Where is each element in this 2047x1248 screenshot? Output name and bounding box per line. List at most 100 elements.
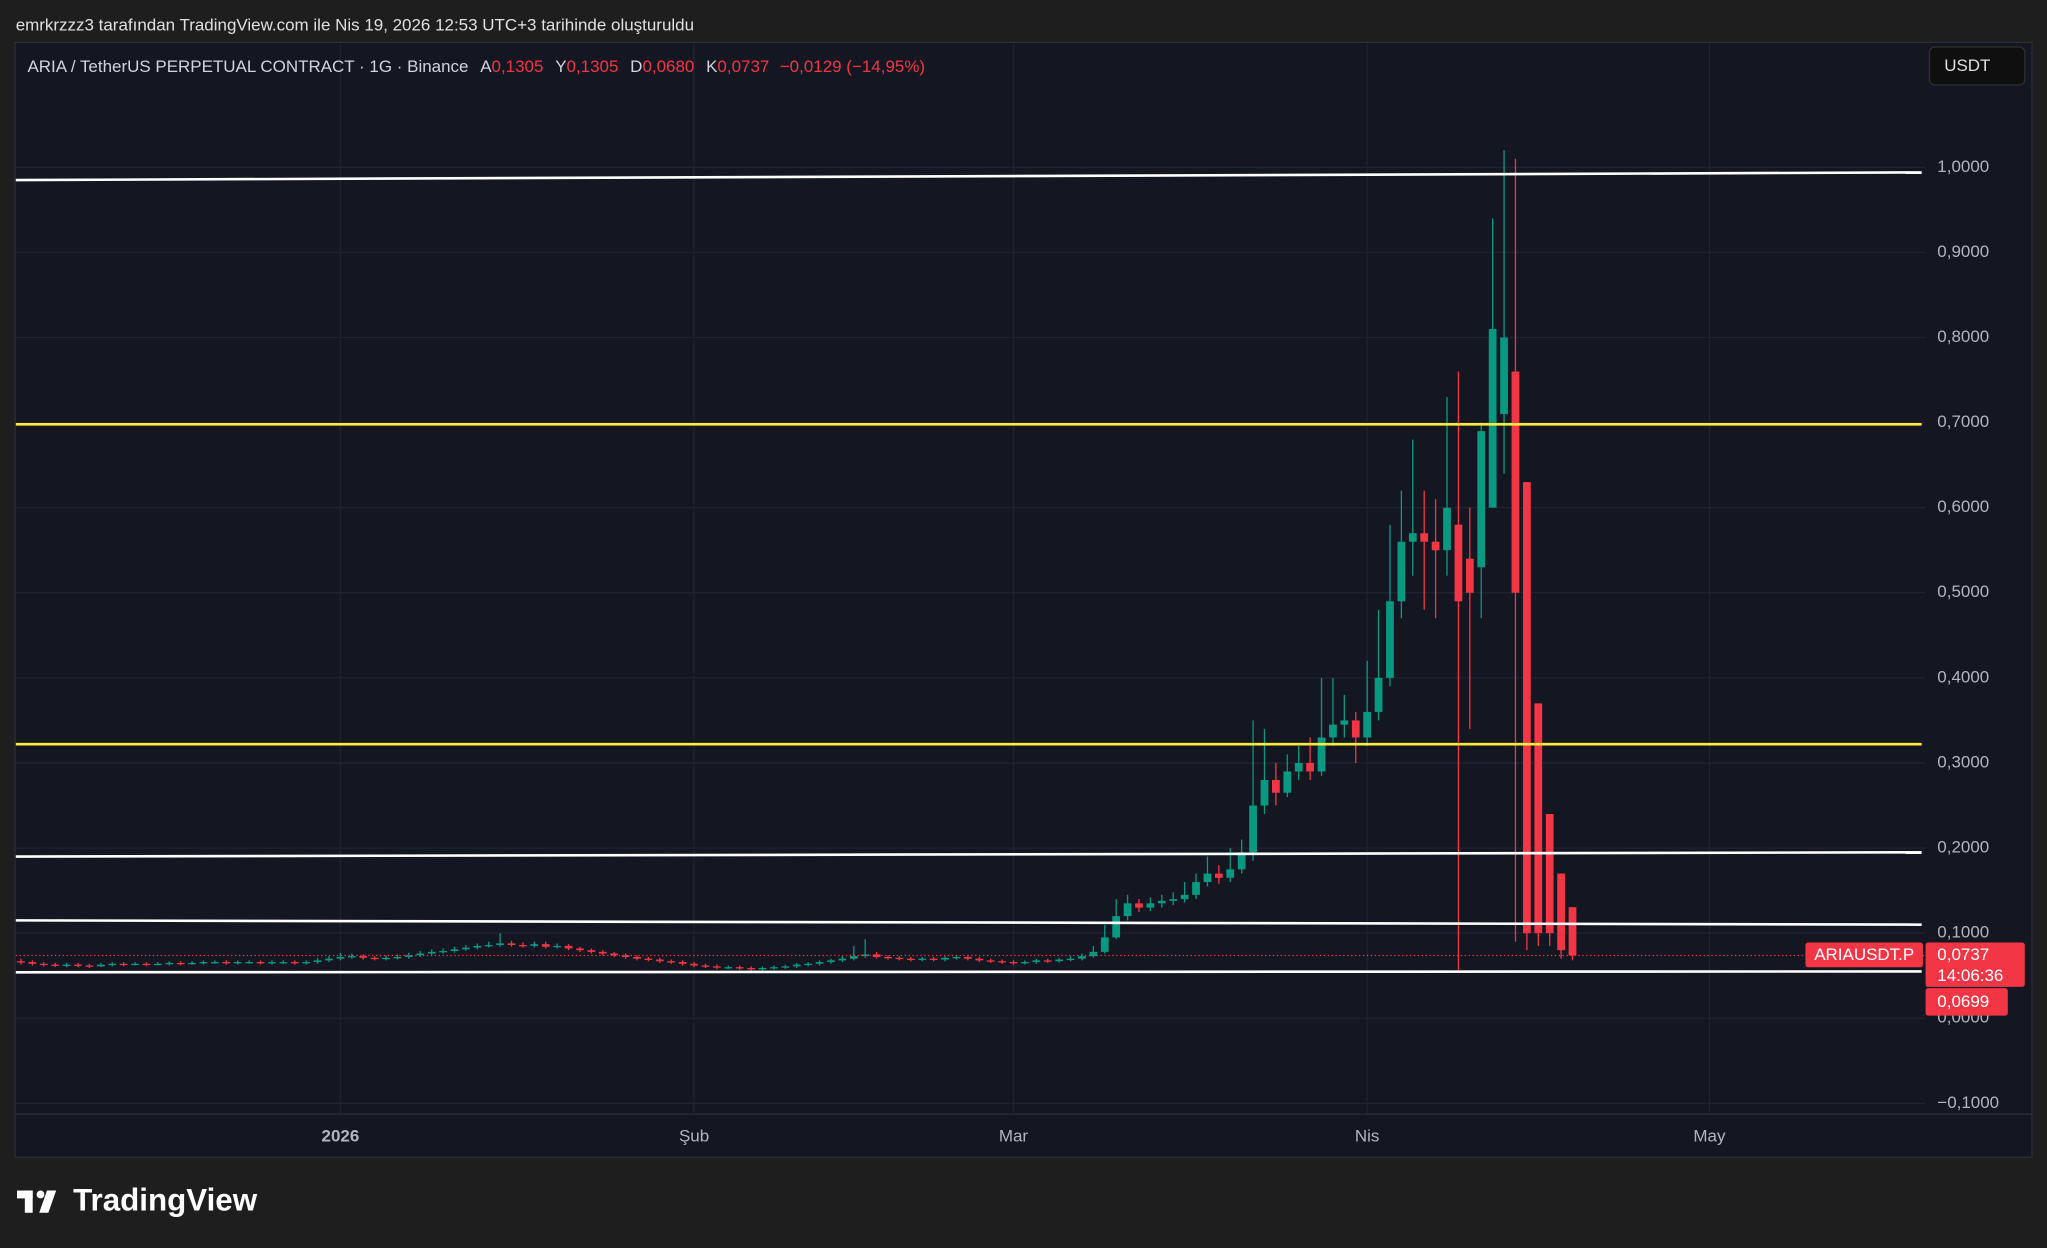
- candle-body: [1078, 956, 1086, 959]
- created-by: emrkrzzz3 tarafından TradingView.com ile…: [16, 16, 694, 35]
- candle-body: [199, 962, 208, 964]
- candle-body: [564, 945, 573, 949]
- candle-body: [1032, 960, 1041, 963]
- candle-body: [211, 962, 219, 964]
- candle-body: [1249, 805, 1257, 853]
- candle-body: [496, 943, 504, 946]
- logo-text: TradingView: [73, 1183, 258, 1218]
- candle-body: [96, 964, 105, 967]
- candle-body: [952, 956, 961, 959]
- candle-body: [279, 962, 288, 964]
- y-tick-label: −0,1000: [1937, 1093, 1999, 1112]
- candle-body: [268, 962, 276, 964]
- candle-body: [74, 964, 82, 966]
- x-tick-label: Mar: [999, 1127, 1029, 1146]
- candle-body: [906, 958, 915, 960]
- candle-body: [1363, 711, 1372, 738]
- currency-button[interactable]: [1928, 46, 2026, 86]
- candle-body: [770, 967, 778, 969]
- candle-body: [1534, 703, 1543, 934]
- candle-body: [17, 961, 25, 963]
- candle-body: [644, 958, 653, 960]
- candle-body: [781, 966, 790, 968]
- candle-body: [62, 964, 71, 966]
- symbol-badge: [1805, 942, 1923, 968]
- candle-body: [667, 961, 676, 963]
- candle-body: [690, 963, 698, 966]
- candle-body: [1021, 962, 1029, 964]
- candle-body: [336, 956, 345, 959]
- legend-key: K: [706, 57, 718, 76]
- candle-body: [188, 962, 196, 965]
- candle-body: [519, 945, 527, 947]
- candle-body: [1009, 962, 1018, 964]
- candle-body: [553, 945, 562, 948]
- candle-body: [393, 956, 402, 959]
- candle-body: [302, 962, 311, 964]
- logo-icon: [17, 1190, 57, 1213]
- candle-body: [370, 957, 379, 960]
- last-price-label: 0,0737: [1937, 945, 1989, 964]
- candle-body: [1374, 677, 1383, 712]
- candle-body: [1443, 507, 1451, 551]
- candle-body: [929, 958, 938, 960]
- candle-body: [1089, 951, 1098, 957]
- candle-body: [815, 962, 824, 964]
- legend-value: 0,0737: [717, 57, 769, 76]
- axes: −0,10000,00000,10000,20000,30000,40000,5…: [322, 157, 2025, 1146]
- plot: [15, 150, 1926, 974]
- trend-line: [15, 851, 1922, 858]
- candle-body: [747, 968, 755, 970]
- candle-body: [986, 960, 995, 962]
- candle-body: [918, 958, 927, 960]
- candle-body: [724, 967, 733, 969]
- trend-line: [15, 970, 1922, 974]
- candle-body: [325, 958, 333, 961]
- candle-body: [1237, 852, 1246, 870]
- candle-body: [1294, 762, 1303, 772]
- y-tick-label: 0,4000: [1937, 667, 1989, 686]
- candle-body: [462, 947, 470, 950]
- legend-key: D: [630, 57, 642, 76]
- candle-body: [610, 953, 619, 956]
- candle-body: [1545, 814, 1554, 934]
- candle-body: [119, 963, 128, 966]
- candle-body: [245, 962, 253, 964]
- candle-body: [1146, 903, 1155, 908]
- candle-body: [507, 943, 516, 946]
- candle-body: [1135, 903, 1143, 908]
- candle-body: [758, 968, 767, 970]
- candle-body: [1465, 558, 1474, 593]
- candle-body: [256, 962, 265, 964]
- candle-body: [998, 961, 1006, 963]
- countdown: 14:06:36: [1937, 966, 2003, 985]
- y-tick-label: 0,6000: [1937, 497, 1989, 516]
- candle-body: [1511, 371, 1520, 593]
- candle-body: [576, 948, 584, 951]
- candle-body: [941, 957, 949, 960]
- candle-body: [735, 967, 744, 969]
- y-tick-label: 0,5000: [1937, 582, 1989, 601]
- candle-body: [1214, 873, 1223, 878]
- y-tick-label: 0,3000: [1937, 752, 1989, 771]
- x-tick-label: 2026: [322, 1127, 360, 1146]
- candle-body: [1408, 533, 1417, 542]
- candle-body: [85, 965, 94, 967]
- legend-value: 0,0680: [642, 57, 694, 76]
- candle-body: [51, 964, 60, 966]
- candle-body: [313, 960, 322, 963]
- candle-body: [1329, 724, 1337, 738]
- x-tick-label: Nis: [1355, 1127, 1380, 1146]
- currency[interactable]: USDT: [1944, 56, 1990, 75]
- y-tick-label: 0,2000: [1937, 838, 1989, 857]
- legend: ARIA / TetherUS PERPETUAL CONTRACT · 1G …: [27, 57, 925, 76]
- price-marker-label: 0,0699: [1937, 992, 1989, 1011]
- candle-body: [655, 959, 664, 962]
- candle-body: [963, 956, 972, 959]
- candle-body: [1351, 720, 1360, 738]
- candle-body: [633, 956, 641, 959]
- legend-key: Y: [555, 57, 566, 76]
- candle-body: [382, 957, 390, 960]
